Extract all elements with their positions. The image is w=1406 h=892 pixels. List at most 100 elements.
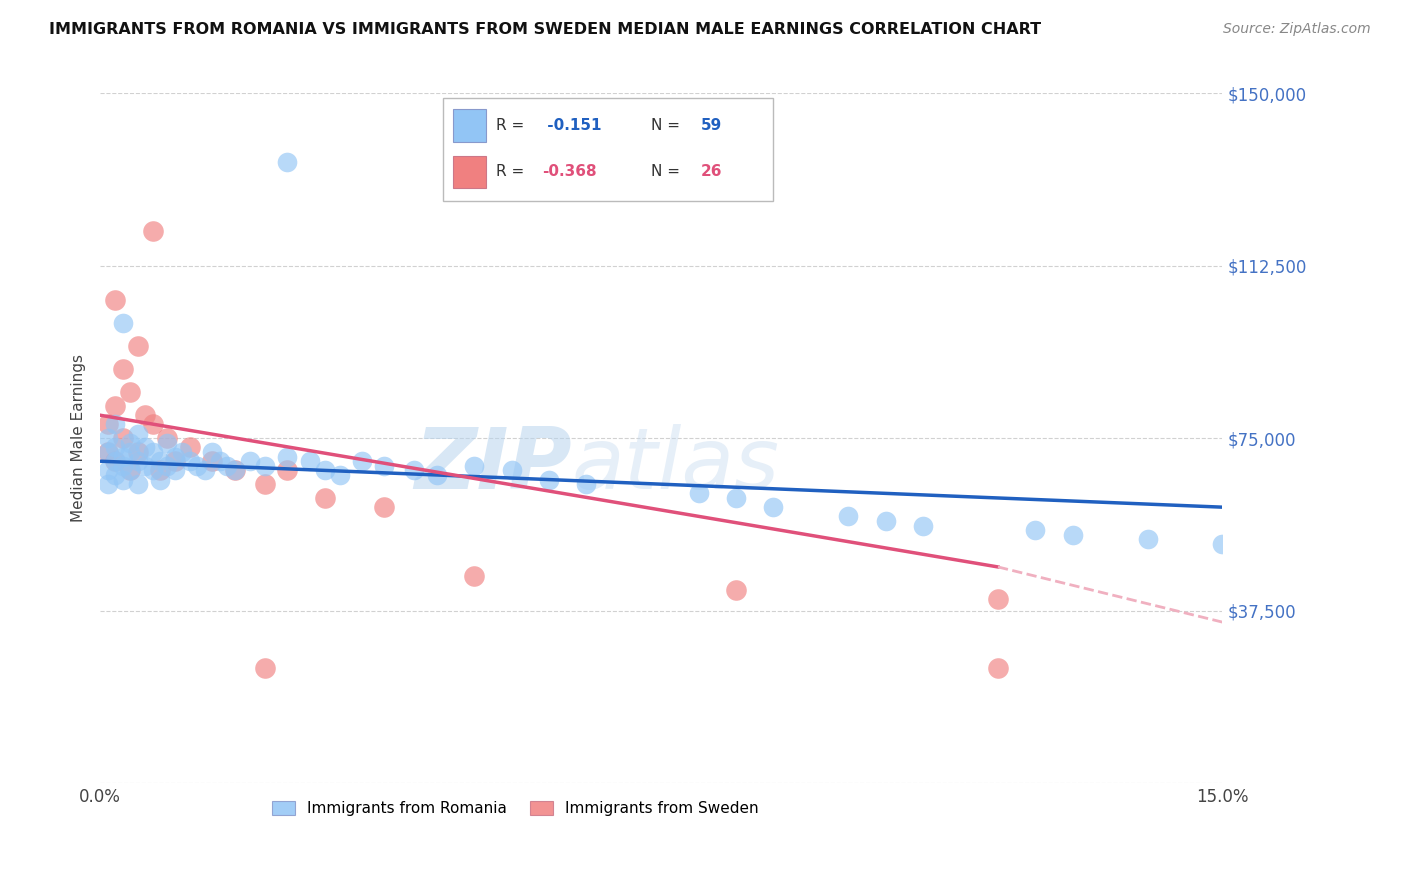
Point bbox=[179, 441, 201, 455]
Point bbox=[201, 445, 224, 459]
Point bbox=[104, 293, 127, 308]
Point bbox=[111, 450, 134, 464]
Text: atlas: atlas bbox=[571, 425, 779, 508]
Point bbox=[875, 514, 897, 528]
Point bbox=[276, 463, 298, 477]
Text: N =: N = bbox=[651, 119, 685, 133]
Point bbox=[97, 417, 120, 432]
Point bbox=[97, 431, 120, 445]
Point bbox=[179, 454, 201, 468]
Point bbox=[141, 445, 163, 459]
Text: R =: R = bbox=[496, 164, 529, 179]
Point bbox=[149, 454, 172, 468]
Point bbox=[688, 486, 710, 500]
Point bbox=[463, 458, 485, 473]
Point bbox=[314, 491, 336, 505]
Point bbox=[134, 458, 156, 473]
Point bbox=[156, 458, 179, 473]
Point bbox=[328, 467, 350, 482]
Point bbox=[97, 477, 120, 491]
FancyBboxPatch shape bbox=[453, 155, 486, 188]
Point bbox=[1136, 533, 1159, 547]
Point bbox=[149, 463, 172, 477]
Legend: Immigrants from Romania, Immigrants from Sweden: Immigrants from Romania, Immigrants from… bbox=[264, 793, 766, 823]
Point bbox=[163, 463, 186, 477]
Point bbox=[987, 661, 1010, 675]
Text: 26: 26 bbox=[700, 164, 723, 179]
Point bbox=[1024, 523, 1046, 537]
Point bbox=[537, 473, 560, 487]
Point bbox=[127, 454, 149, 468]
Point bbox=[134, 441, 156, 455]
Point bbox=[111, 473, 134, 487]
Point bbox=[141, 463, 163, 477]
Point bbox=[463, 569, 485, 583]
Point bbox=[404, 463, 426, 477]
Point bbox=[127, 339, 149, 353]
Point bbox=[141, 224, 163, 238]
Point bbox=[217, 458, 239, 473]
Point bbox=[104, 441, 127, 455]
Text: R =: R = bbox=[496, 119, 529, 133]
Point bbox=[141, 417, 163, 432]
Point bbox=[575, 477, 598, 491]
Point bbox=[208, 454, 231, 468]
Point bbox=[111, 316, 134, 330]
Text: N =: N = bbox=[651, 164, 685, 179]
FancyBboxPatch shape bbox=[453, 110, 486, 142]
Point bbox=[194, 463, 217, 477]
Point bbox=[120, 463, 142, 477]
Point bbox=[120, 445, 142, 459]
Point bbox=[298, 454, 321, 468]
Point bbox=[127, 426, 149, 441]
Point bbox=[276, 155, 298, 169]
Point bbox=[1211, 537, 1233, 551]
Point bbox=[134, 408, 156, 422]
Text: IMMIGRANTS FROM ROMANIA VS IMMIGRANTS FROM SWEDEN MEDIAN MALE EARNINGS CORRELATI: IMMIGRANTS FROM ROMANIA VS IMMIGRANTS FR… bbox=[49, 22, 1042, 37]
Point bbox=[276, 450, 298, 464]
Point bbox=[111, 362, 134, 376]
Point bbox=[201, 454, 224, 468]
Text: ZIP: ZIP bbox=[413, 425, 571, 508]
Point bbox=[426, 467, 449, 482]
Point bbox=[97, 445, 120, 459]
Point bbox=[239, 454, 262, 468]
Point bbox=[104, 417, 127, 432]
Point bbox=[149, 473, 172, 487]
Point bbox=[163, 454, 186, 468]
Point bbox=[253, 477, 276, 491]
Point bbox=[163, 450, 186, 464]
Point bbox=[111, 458, 134, 473]
Y-axis label: Median Male Earnings: Median Male Earnings bbox=[72, 354, 86, 522]
Point bbox=[120, 435, 142, 450]
Point bbox=[373, 500, 395, 515]
Point bbox=[111, 431, 134, 445]
Point bbox=[224, 463, 246, 477]
Point bbox=[314, 463, 336, 477]
Point bbox=[350, 454, 373, 468]
FancyBboxPatch shape bbox=[443, 98, 773, 201]
Point bbox=[912, 518, 935, 533]
Point bbox=[104, 454, 127, 468]
Point bbox=[156, 431, 179, 445]
Point bbox=[104, 454, 127, 468]
Point bbox=[253, 458, 276, 473]
Point bbox=[762, 500, 785, 515]
Point bbox=[120, 463, 142, 477]
Point bbox=[172, 445, 194, 459]
Point bbox=[987, 592, 1010, 607]
Point bbox=[127, 445, 149, 459]
Point bbox=[837, 509, 859, 524]
Point bbox=[186, 458, 208, 473]
Point bbox=[373, 458, 395, 473]
Text: Source: ZipAtlas.com: Source: ZipAtlas.com bbox=[1223, 22, 1371, 37]
Point bbox=[156, 435, 179, 450]
Point bbox=[97, 463, 120, 477]
Text: -0.151: -0.151 bbox=[543, 119, 602, 133]
Text: 59: 59 bbox=[700, 119, 721, 133]
Point bbox=[97, 445, 120, 459]
Point bbox=[224, 463, 246, 477]
Point bbox=[725, 491, 748, 505]
Point bbox=[104, 399, 127, 413]
Point bbox=[1062, 528, 1084, 542]
